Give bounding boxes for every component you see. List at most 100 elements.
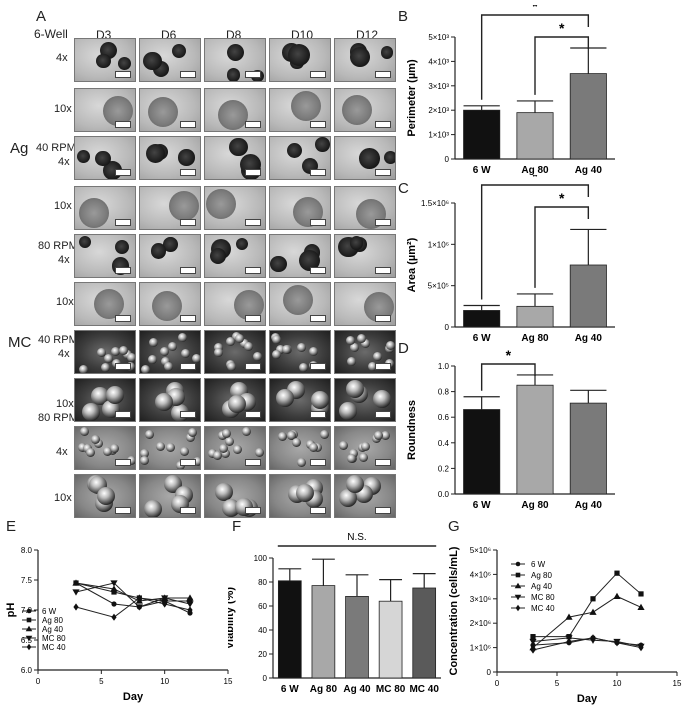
spheroid (224, 437, 234, 447)
scale-bar (310, 71, 326, 78)
scale-bar (375, 459, 391, 466)
spheroid (228, 394, 247, 413)
spheroid (154, 393, 173, 412)
y-tick-label: 60 (258, 602, 267, 611)
x-tick-label: Ag 40 (575, 333, 603, 344)
legend-label: Ag 40 (42, 625, 63, 634)
row-label: 4x (58, 254, 70, 266)
spheroid (295, 483, 314, 502)
y-axis-label: pH (5, 603, 17, 618)
scale-bar (115, 267, 131, 274)
spheroid (167, 342, 177, 352)
spheroid (242, 427, 252, 437)
data-point (589, 608, 597, 615)
x-tick-label: 15 (224, 677, 233, 686)
bar (345, 596, 369, 679)
data-point (110, 585, 118, 592)
panel-letter-b: B (398, 8, 409, 25)
scale-bar (375, 267, 391, 274)
spheroid (168, 190, 199, 221)
data-point (637, 603, 645, 610)
legend-label: 6 W (531, 560, 546, 569)
y-tick-label: 2×10⁶ (470, 619, 491, 628)
y-tick-label: 5×10³ (428, 33, 449, 42)
legend-label: MC 80 (42, 634, 66, 643)
y-tick-label: 0.2 (438, 464, 450, 473)
spheroid (78, 365, 88, 373)
spheroid (145, 143, 166, 164)
data-point (72, 579, 80, 586)
micrograph-tile (204, 474, 266, 518)
spheroid (315, 137, 330, 152)
spheroid (212, 450, 222, 460)
bar (277, 580, 302, 679)
data-point (187, 606, 193, 614)
micrograph-tile (204, 330, 266, 374)
data-point (72, 589, 80, 596)
bar (569, 73, 607, 160)
spheroid (271, 349, 281, 359)
row-label: 4x (56, 446, 68, 458)
data-point (590, 596, 596, 602)
row-label: 4x (58, 348, 70, 360)
spheroid (309, 443, 319, 453)
micrograph-tile (269, 136, 331, 180)
spheroid (227, 362, 237, 372)
legend-label: MC 40 (42, 643, 66, 652)
scale-bar (375, 507, 391, 514)
spheroid (235, 333, 245, 343)
spheroid (86, 447, 96, 457)
spheroid (356, 334, 366, 343)
micrograph-tile (139, 378, 201, 422)
panel-letter-c: C (398, 180, 409, 197)
panel-letter-e: E (6, 518, 17, 535)
group-label-mc: MC (8, 334, 32, 351)
x-tick-label: 5 (99, 677, 104, 686)
y-tick-label: 0.4 (438, 439, 450, 448)
micrograph-tile (74, 88, 136, 132)
legend-label: 6 W (42, 607, 57, 616)
spheroid (225, 337, 235, 347)
spheroid (163, 361, 173, 371)
data-point (515, 572, 521, 578)
scale-bar (245, 459, 261, 466)
spheroid (342, 95, 373, 126)
spheroid (150, 243, 167, 259)
micrograph-tile (139, 474, 201, 518)
spheroid (217, 99, 248, 130)
panel-letter-d: D (398, 340, 409, 357)
y-tick-label: 0.6 (438, 413, 450, 422)
y-axis-label: Area (µm²) (406, 237, 418, 292)
data-point (162, 600, 168, 608)
y-tick-label: 3×10⁶ (470, 595, 491, 604)
row-label: 40 RPM (38, 334, 78, 346)
y-tick-label: 1.0 (438, 362, 450, 371)
y-tick-label: 2×10³ (428, 106, 449, 115)
scale-bar (180, 71, 196, 78)
spheroid (297, 458, 307, 468)
significance-star: * (559, 20, 565, 36)
y-axis-label: Perimeter (µm) (406, 59, 418, 137)
y-tick-label: 0 (445, 155, 450, 164)
micrograph-tile (334, 474, 396, 518)
data-point (110, 580, 118, 587)
bar (311, 585, 336, 679)
spheroid (283, 284, 314, 315)
scale-bar (375, 169, 391, 176)
scale-bar (115, 219, 131, 226)
scale-bar (245, 315, 261, 322)
spheroid (163, 236, 178, 252)
micrograph-tile (74, 234, 136, 278)
legend-label: MC 80 (531, 593, 555, 602)
micrograph-tile (269, 88, 331, 132)
scale-bar (245, 169, 261, 176)
micrograph-tile (74, 474, 136, 518)
spheroid (221, 448, 231, 458)
legend-label: Ag 80 (42, 616, 63, 625)
spheroid (77, 149, 91, 163)
bar (569, 264, 607, 328)
scale-bar (115, 121, 131, 128)
x-tick-label: 6 W (281, 684, 299, 695)
data-point (514, 582, 522, 589)
data-point (111, 613, 117, 621)
